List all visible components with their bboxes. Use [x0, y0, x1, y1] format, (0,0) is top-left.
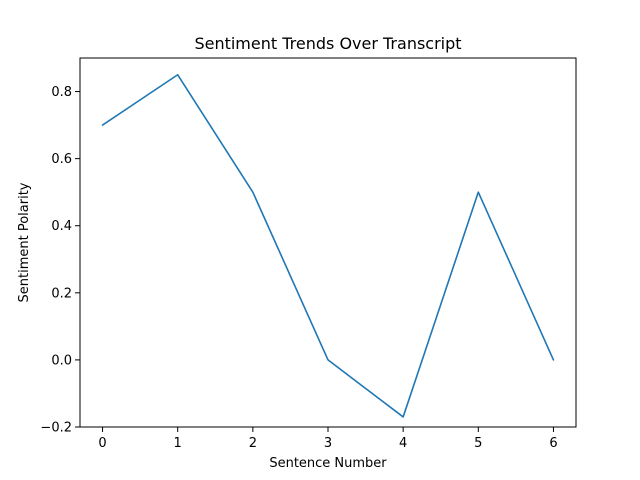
y-tick-label: −0.2 [40, 421, 72, 436]
chart-title: Sentiment Trends Over Transcript [194, 34, 461, 53]
x-tick-label: 5 [474, 436, 482, 451]
x-tick-label: 1 [174, 436, 182, 451]
series-line [101, 73, 555, 418]
y-axis-ticks: −0.2 0.0 0.2 0.4 0.6 0.8 [40, 85, 80, 436]
x-axis-ticks: 0 1 2 3 4 5 6 [98, 427, 558, 451]
y-tick-label: 0.8 [51, 85, 72, 100]
x-axis-label: Sentence Number [269, 456, 387, 471]
x-tick-label: 6 [549, 436, 557, 451]
series-group [101, 73, 555, 418]
y-tick-label: 0.2 [51, 286, 72, 301]
y-tick-label: 0.6 [51, 152, 72, 167]
x-tick-label: 4 [399, 436, 407, 451]
y-tick-label: 0.0 [51, 353, 72, 368]
x-tick-label: 3 [324, 436, 332, 451]
x-tick-label: 0 [98, 436, 106, 451]
x-tick-label: 2 [249, 436, 257, 451]
y-axis-label: Sentiment Polarity [17, 182, 32, 302]
y-tick-label: 0.4 [51, 219, 72, 234]
